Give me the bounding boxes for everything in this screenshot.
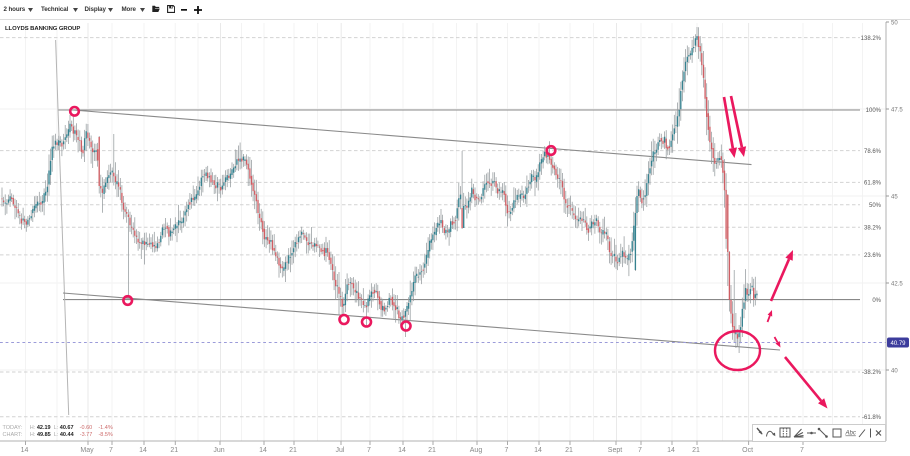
svg-text:100%: 100% [866, 108, 882, 114]
svg-text:21: 21 [692, 447, 700, 454]
svg-text:50: 50 [891, 20, 898, 26]
svg-text:21: 21 [170, 447, 178, 454]
svg-text:Jun: Jun [213, 447, 224, 454]
svg-text:14: 14 [259, 447, 267, 454]
svg-text:14: 14 [667, 447, 675, 454]
svg-text:7: 7 [638, 447, 642, 454]
svg-text:23.6%: 23.6% [864, 253, 882, 259]
svg-text:14: 14 [398, 447, 406, 454]
svg-text:50%: 50% [869, 203, 882, 209]
svg-text:21: 21 [289, 447, 297, 454]
svg-text:38.2%: 38.2% [864, 225, 882, 231]
svg-text:47.5: 47.5 [891, 107, 903, 113]
svg-text:14: 14 [534, 447, 542, 454]
svg-text:0%: 0% [872, 298, 881, 304]
svg-text:7: 7 [505, 447, 509, 454]
svg-text:14: 14 [21, 447, 29, 454]
svg-text:138.2%: 138.2% [861, 36, 882, 42]
svg-text:14: 14 [139, 447, 147, 454]
svg-text:-38.2%: -38.2% [862, 370, 882, 376]
svg-text:42.5: 42.5 [891, 281, 903, 287]
svg-text:40: 40 [891, 368, 898, 374]
svg-text:78.6%: 78.6% [864, 149, 882, 155]
svg-text:Sept: Sept [608, 447, 622, 454]
svg-text:21: 21 [565, 447, 573, 454]
svg-text:Jul: Jul [336, 447, 345, 454]
svg-text:May: May [80, 447, 94, 454]
svg-text:21: 21 [428, 447, 436, 454]
svg-text:45: 45 [891, 194, 898, 200]
svg-text:Abc: Abc [845, 431, 856, 437]
svg-text:Aug: Aug [470, 447, 483, 454]
svg-text:Oct: Oct [742, 447, 753, 454]
svg-text:7: 7 [109, 447, 113, 454]
svg-text:61.8%: 61.8% [864, 181, 882, 187]
svg-text:7: 7 [367, 447, 371, 454]
svg-text:40.79: 40.79 [890, 341, 906, 347]
svg-text:7: 7 [800, 447, 804, 454]
svg-text:-61.8%: -61.8% [862, 415, 882, 421]
